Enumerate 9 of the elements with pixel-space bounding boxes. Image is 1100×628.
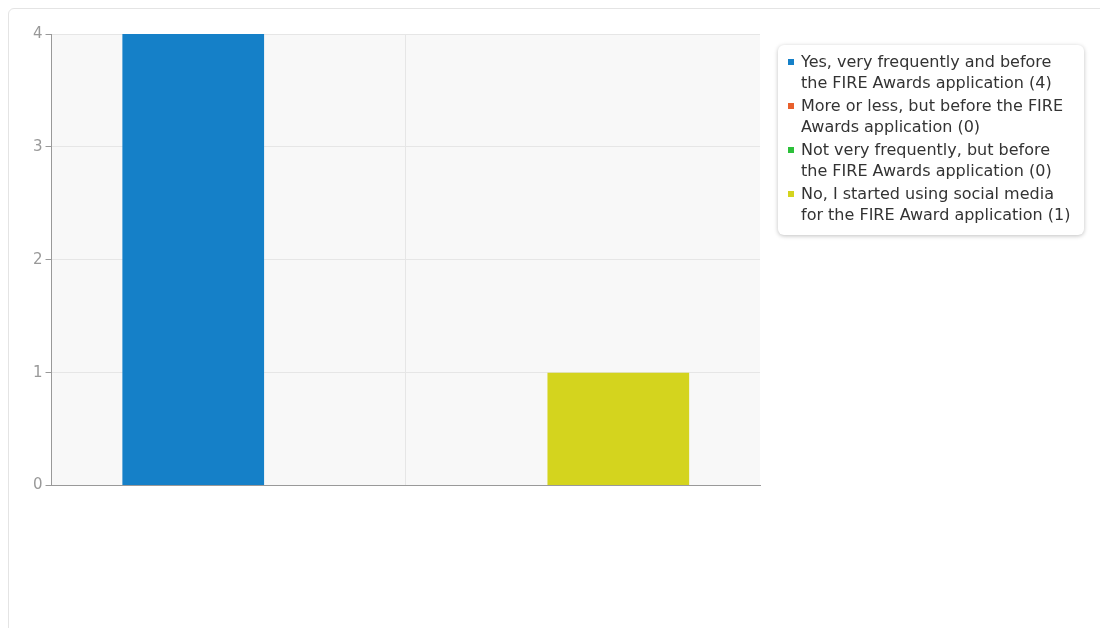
y-tick-label: 4: [33, 23, 43, 42]
legend-label: Yes, very frequently and before the FIRE Awards application (4): [801, 51, 1053, 93]
y-tick-label: 1: [33, 362, 43, 381]
legend-label: Not very frequently, but before the FIRE Awards application (0): [801, 139, 1053, 181]
legend-label: No, I started using social media for the FIRE Award application (1): [801, 183, 1072, 225]
y-tick-label: 0: [33, 475, 43, 494]
y-tick-label: 3: [33, 136, 43, 155]
legend-label: More or less, but before the FIRE Awards application (0): [801, 95, 1065, 137]
y-tick-label: 2: [33, 249, 43, 268]
